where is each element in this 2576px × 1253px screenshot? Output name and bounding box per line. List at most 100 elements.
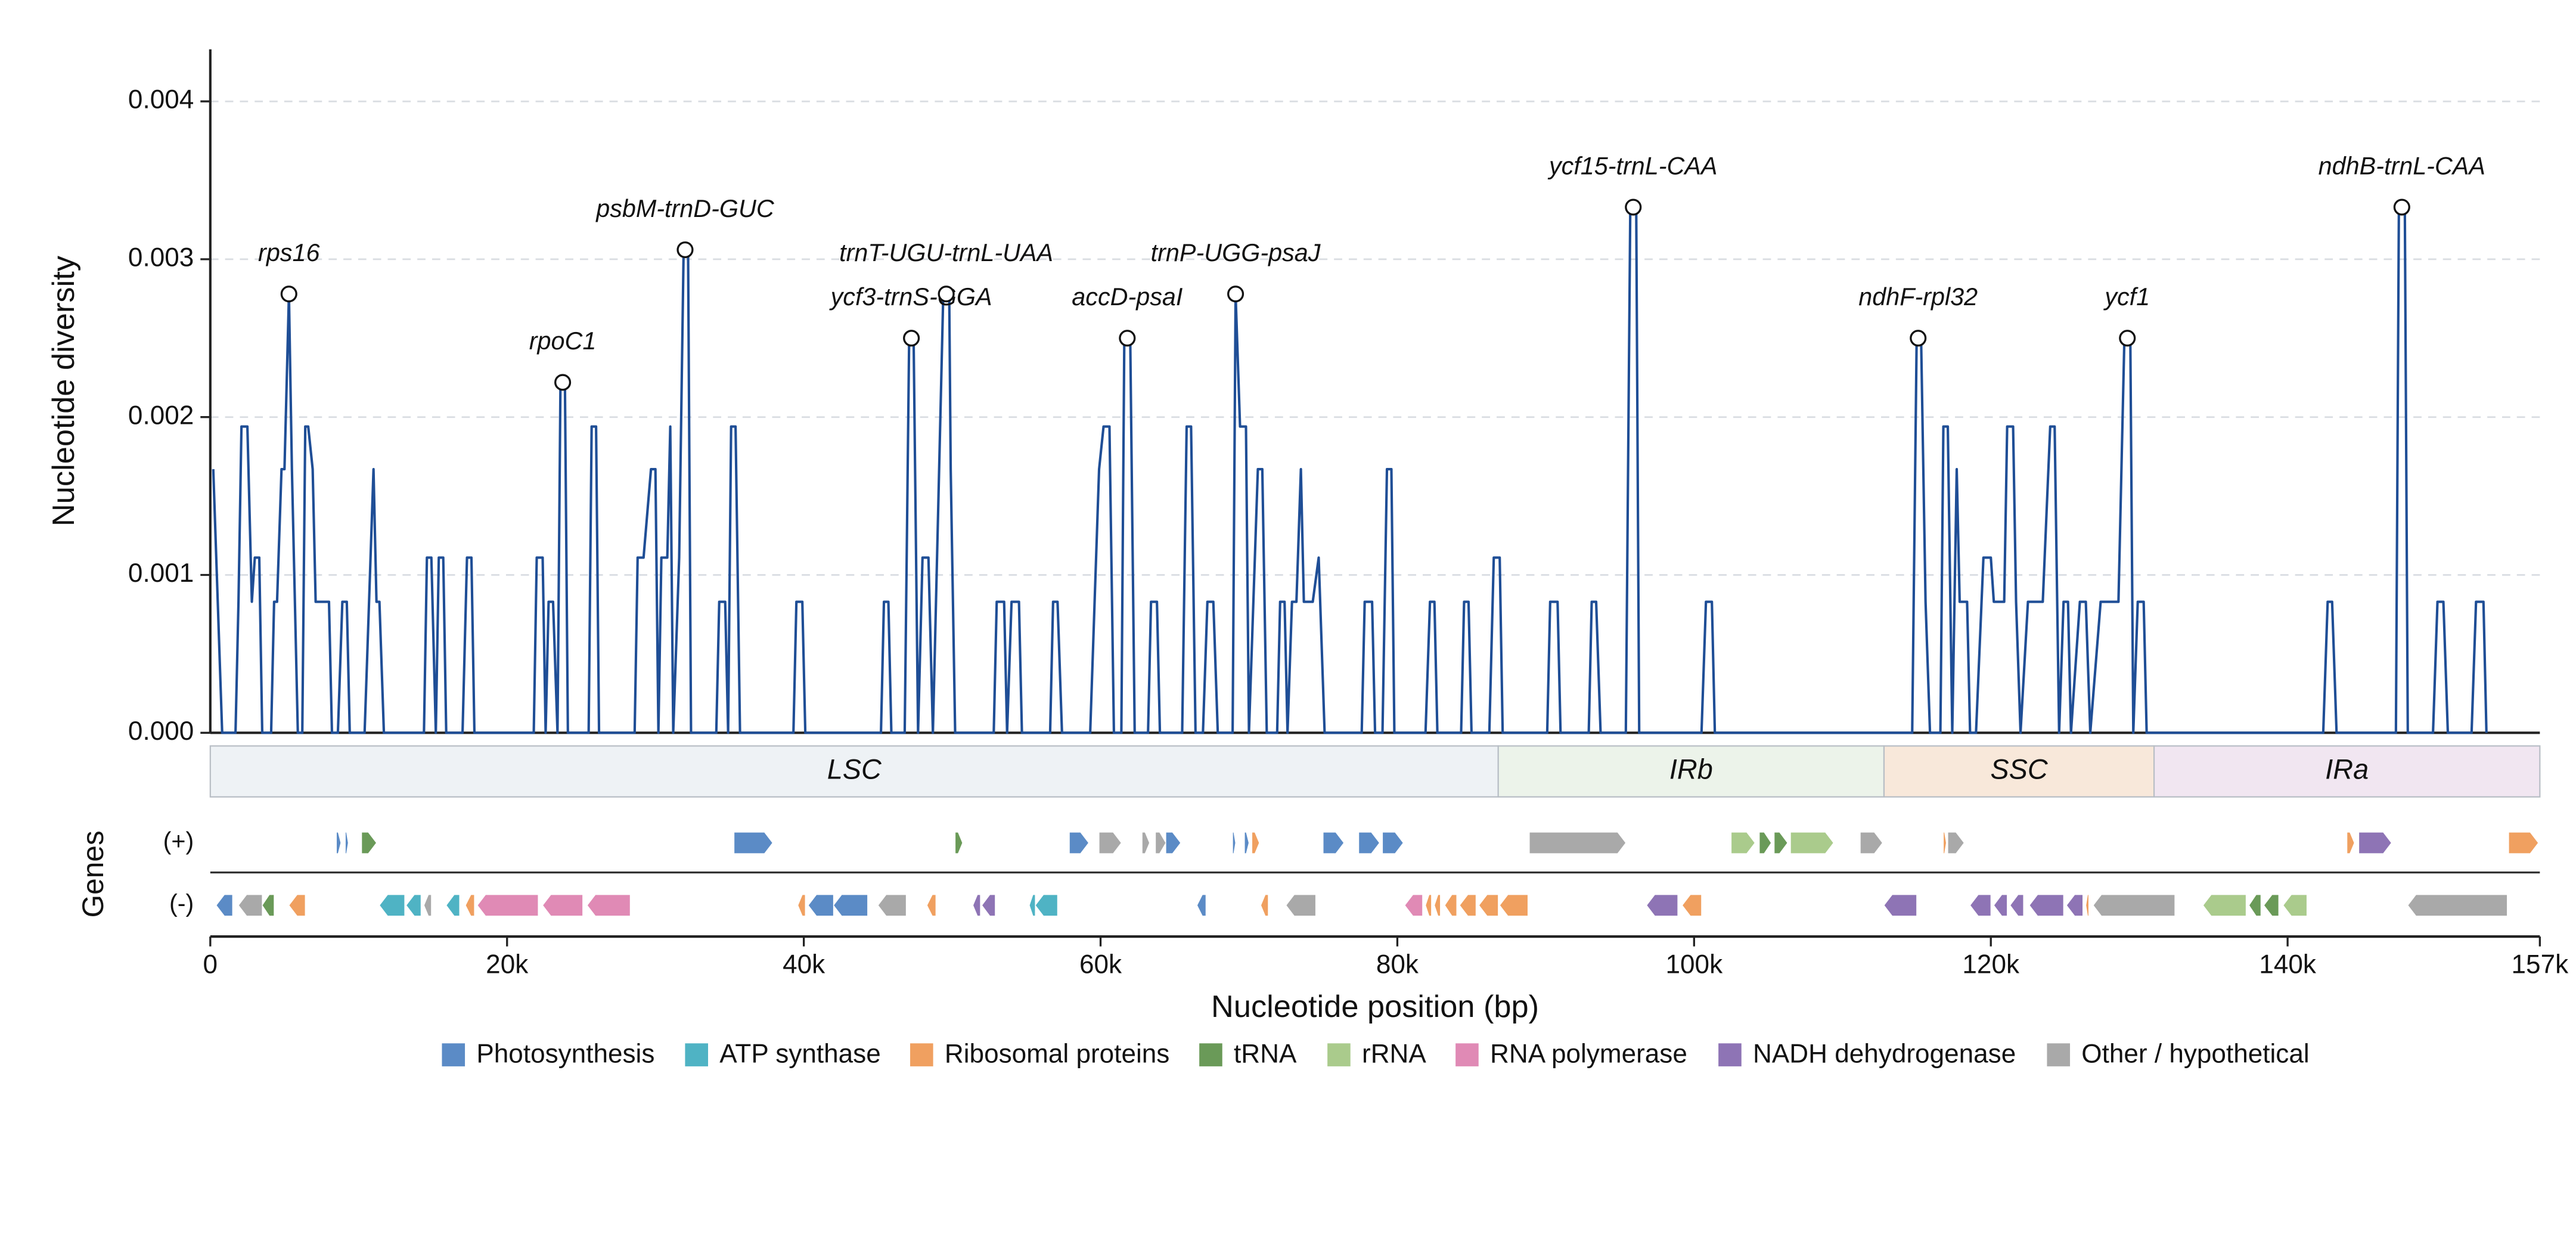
peak-label: trnT-UGU-trnL-UAA [839,239,1053,266]
gene [2085,894,2090,917]
peak-label: ycf15-trnL-CAA [1547,152,1718,179]
gene [361,832,377,854]
peak-marker [1910,330,1927,347]
peak-marker [903,330,920,347]
legend-swatch [1327,1043,1351,1066]
y-axis-title: Nucleotide diversity [46,255,81,526]
peak-marker [2119,330,2136,347]
gene [1244,832,1250,854]
gene [1478,894,1499,917]
x-tick-label: 100k [1666,950,1724,979]
gene [1459,894,1476,917]
gene [586,894,631,917]
gene [2009,894,2024,917]
gene [378,894,405,917]
legend-swatch [910,1043,933,1066]
peak-label: psbM-trnD-GUC [595,195,775,222]
legend-label: RNA polymerase [1490,1040,1687,1069]
track-label: (-) [169,890,194,917]
gene [1323,832,1345,854]
gene [1790,832,1835,854]
peak-marker [938,286,955,303]
gene [808,894,834,917]
gene [1681,894,1702,917]
x-tick-label: 120k [1962,950,2020,979]
track-label: (+) [163,827,194,855]
x-tick-label: 140k [2259,950,2317,979]
gene [1155,832,1166,854]
gene [1260,894,1269,917]
region-label: SSC [1990,753,2048,784]
genes-title: Genes [76,830,110,917]
y-tick-label: 0.003 [128,243,194,272]
peak-marker [2393,199,2410,216]
legend-swatch [685,1043,709,1066]
gene [1646,894,1678,917]
gene [1069,832,1090,854]
gene [972,894,981,917]
gene [2029,894,2064,917]
gene [1993,894,2008,917]
gene [2358,832,2392,854]
gene [1035,894,1058,917]
gene [1286,894,1317,917]
x-tick-label: 20k [486,950,529,979]
gene [1425,894,1432,917]
x-tick-label: 40k [783,950,825,979]
peak-marker [554,374,572,391]
gene [1232,832,1236,854]
x-tick-label: 80k [1376,950,1419,979]
gene [1860,832,1883,854]
legend-swatch [1718,1043,1742,1066]
gene [981,894,996,917]
gene [445,894,460,917]
gene [2202,894,2246,917]
peak-label: rps16 [258,239,319,266]
y-tick-label: 0.002 [128,401,194,430]
region-label: IRa [2325,753,2369,784]
gene [344,832,349,854]
gene [2347,832,2355,854]
region-label: IRb [1669,753,1713,784]
gene [216,894,233,917]
gene [955,832,963,854]
peak-marker [1119,330,1136,347]
gene [734,832,774,854]
gene [926,894,936,917]
gene [1382,832,1404,854]
gene [1731,832,1756,854]
gene [1141,832,1150,854]
gene [1196,894,1206,917]
gene [542,894,584,917]
gene [336,832,342,854]
peak-marker [1227,286,1244,303]
legend-swatch [1455,1043,1479,1066]
gene [1759,832,1772,854]
legend-label: NADH dehydrogenase [1753,1040,2016,1069]
region [1497,745,1885,798]
gene [1947,832,1965,854]
peak-label: rpoC1 [529,327,597,355]
gene [1943,832,1947,854]
gene [1444,894,1457,917]
gene [2066,894,2084,917]
peak-label: accD-psaI [1072,283,1183,311]
gene [797,894,806,917]
gene [2508,832,2539,854]
gene [2248,894,2261,917]
peak-marker [676,241,694,259]
gene [288,894,306,917]
gene [1969,894,1991,917]
gene [877,894,907,917]
gene [2282,894,2308,917]
gene [1251,832,1260,854]
legend-label: ATP synthase [719,1040,880,1069]
peak-label: ndhF-rpl32 [1858,283,1978,311]
region [1883,745,2155,798]
gene [1499,894,1529,917]
peak-label: trnP-UGG-psaJ [1151,239,1321,266]
legend-label: rRNA [1362,1040,1426,1069]
legend-swatch [442,1043,465,1066]
gene [262,894,275,917]
